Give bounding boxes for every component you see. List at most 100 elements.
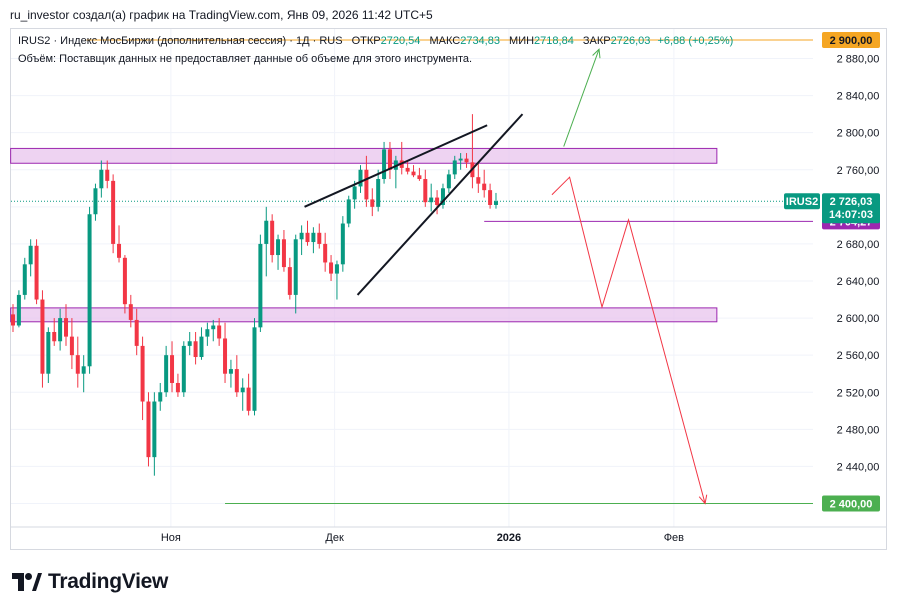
candle-body [276, 239, 281, 256]
y-tick-label: 2 600,00 [837, 313, 880, 325]
candle-body [81, 366, 86, 374]
candle-body [223, 338, 228, 374]
candle-body [435, 197, 440, 205]
candle-body [376, 179, 381, 207]
candle-body [22, 264, 27, 295]
legend-instrument: IRUS2 · Индекс МосБиржи (дополнительная … [18, 35, 343, 47]
y-tick-label: 2 520,00 [837, 387, 880, 399]
candle-body [299, 232, 304, 240]
candle-body [11, 314, 15, 326]
candle-body [69, 336, 74, 356]
candle-body [317, 232, 322, 244]
candle-body [281, 239, 286, 268]
legend-volume-note: Объём: Поставщик данных не предоставляет… [18, 53, 473, 65]
candle-body [122, 257, 127, 305]
candle-body [140, 345, 145, 402]
candle-body [258, 243, 263, 328]
candle-body [252, 327, 257, 411]
x-tick-label: Ноя [161, 532, 181, 544]
candle-body [382, 149, 387, 180]
candle-body [482, 183, 487, 191]
candle-body [446, 174, 451, 189]
y-tick-label: 2 560,00 [837, 350, 880, 362]
grid [11, 29, 813, 527]
legend-close-label: ЗАКР [582, 35, 611, 47]
legend-close-value: 2726,03 [610, 35, 651, 47]
y-tick-label: 2 800,00 [837, 128, 880, 140]
level-2400-tag [822, 495, 880, 512]
candle-body [240, 387, 245, 393]
candle-body [405, 167, 410, 172]
candle-body [64, 318, 69, 337]
candle-body [429, 197, 434, 203]
candle-body [340, 223, 345, 265]
level-2400-label: 2 400,00 [830, 499, 873, 511]
candle-body [493, 201, 498, 205]
candle-body [364, 169, 369, 200]
candle-body [387, 149, 392, 170]
candle-body [93, 188, 98, 215]
candle-body [476, 177, 481, 184]
candle-body [99, 169, 104, 189]
candles [11, 114, 498, 476]
level-2900-label: 2 900,00 [830, 35, 873, 47]
candle-body [52, 331, 57, 342]
candle-body [187, 341, 192, 346]
level-2900-tag [822, 31, 880, 48]
candle-body [417, 175, 422, 180]
candle-body [170, 355, 175, 383]
drawings [304, 48, 708, 505]
y-tick-label: 2 440,00 [837, 461, 880, 473]
y-tick-label: 2 760,00 [837, 165, 880, 177]
candle-body [193, 341, 198, 358]
y-tick-label: 2 480,00 [837, 424, 880, 436]
bearish-projection-path-head [698, 494, 708, 505]
candle-body [40, 299, 45, 374]
current-price-tag [822, 193, 880, 224]
candle-body [158, 392, 163, 402]
resistance-zone [10, 147, 718, 164]
candle-body [488, 190, 493, 205]
legend-change: +6,88 (+0,25%) [657, 35, 734, 47]
y-tick-label: 2 840,00 [837, 91, 880, 103]
candle-body [358, 169, 363, 187]
candle-body [152, 401, 157, 458]
candle-body [270, 220, 275, 256]
x-tick-label: Фев [664, 532, 684, 544]
candle-body [16, 294, 21, 326]
countdown-label: 14:07:03 [829, 209, 873, 221]
candle-body [334, 264, 339, 274]
current-price-label: 2 726,03 [830, 196, 873, 208]
x-tick-label: 2026 [497, 532, 521, 544]
candle-body [75, 355, 80, 374]
bearish-projection-path [551, 176, 706, 504]
wedge-upper-line [304, 124, 488, 208]
legend-ohlc: IRUS2 · Индекс МосБиржи (дополнительная … [18, 35, 733, 47]
candle-body [287, 267, 292, 295]
candle-body [117, 243, 122, 258]
y-tick-label: 2 880,00 [837, 54, 880, 66]
candle-body [111, 180, 116, 244]
levels [11, 39, 813, 504]
candle-body [305, 232, 310, 243]
tradingview-logo-icon [12, 573, 42, 591]
tradingview-logo[interactable]: TradingView [12, 570, 168, 594]
symbol-tag [784, 193, 820, 210]
candle-body [264, 220, 269, 244]
chart-frame [10, 28, 887, 550]
candle-body [346, 199, 351, 224]
candle-body [440, 188, 445, 205]
candle-body [128, 304, 133, 320]
legend-low-label: МИН [509, 35, 535, 47]
x-tick-label: Дек [325, 532, 344, 544]
candle-body [234, 369, 239, 393]
candle-body [246, 387, 251, 411]
candle-body [423, 179, 428, 203]
zones [10, 147, 718, 323]
support-zone [10, 307, 718, 323]
candle-body [217, 325, 222, 339]
y-tick-label: 2 640,00 [837, 276, 880, 288]
candle-body [28, 245, 33, 265]
candle-body [464, 158, 469, 163]
